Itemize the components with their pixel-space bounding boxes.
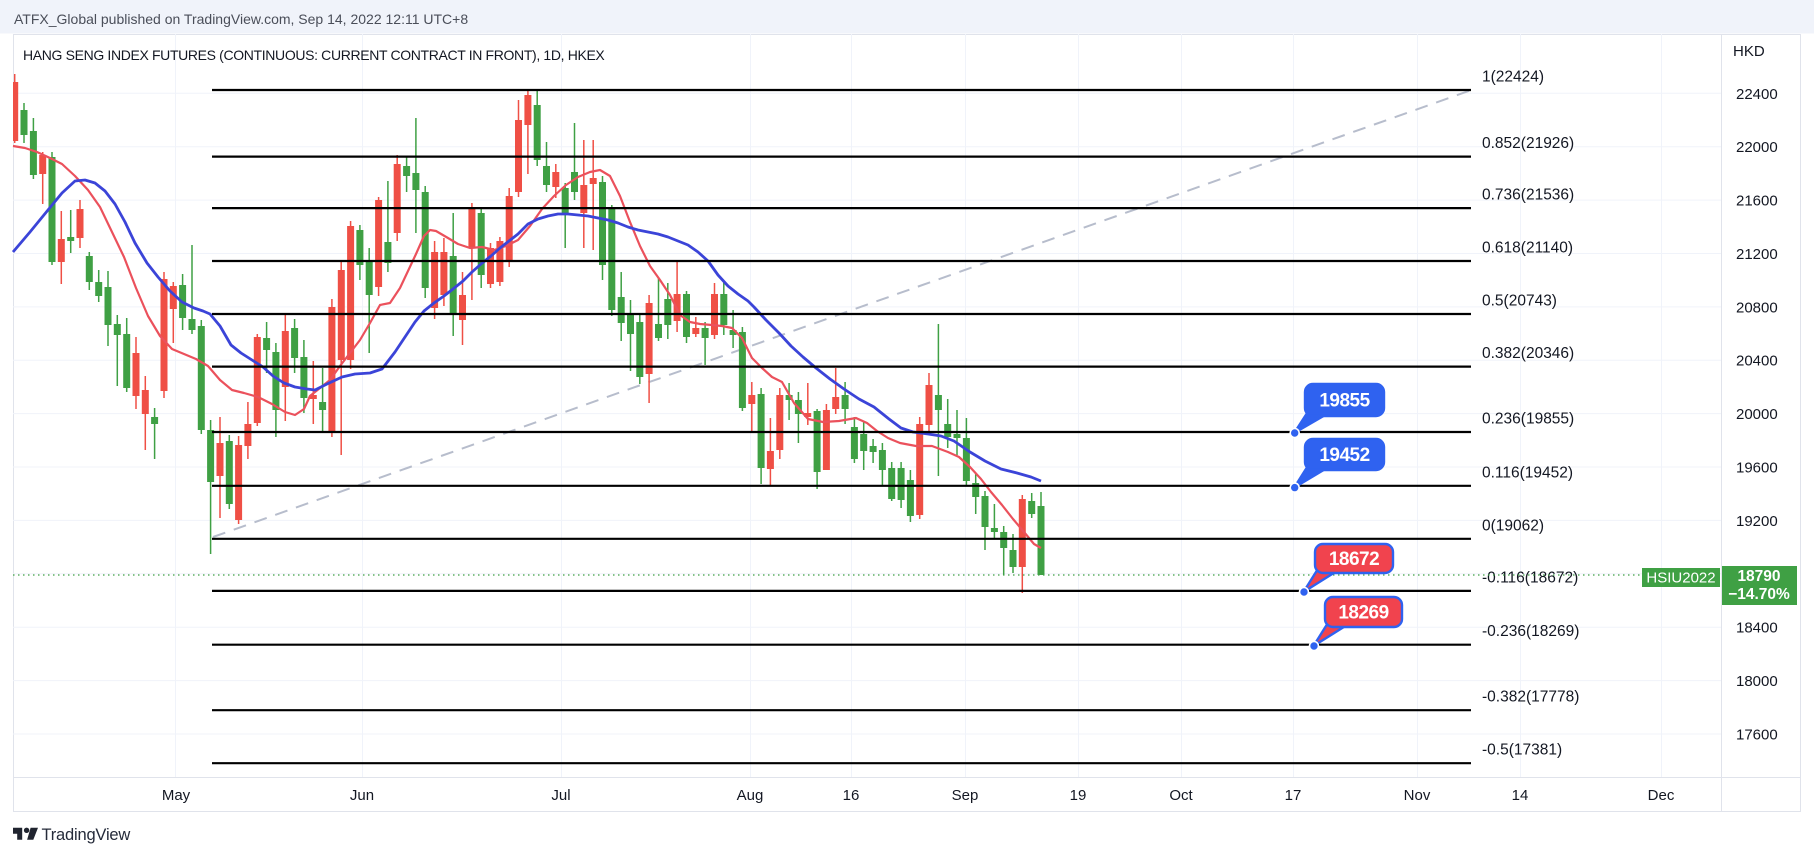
svg-text:18672: 18672	[1329, 549, 1379, 570]
svg-text:0.116(19452): 0.116(19452)	[1482, 464, 1573, 481]
svg-text:20800: 20800	[1736, 299, 1778, 316]
svg-text:20000: 20000	[1736, 406, 1778, 423]
svg-text:0.852(21926): 0.852(21926)	[1482, 135, 1574, 152]
svg-text:18400: 18400	[1736, 620, 1778, 637]
svg-text:HSIU2022: HSIU2022	[1646, 570, 1715, 587]
svg-text:18790: 18790	[1737, 568, 1780, 585]
svg-text:21200: 21200	[1736, 246, 1778, 263]
svg-text:0.236(19855): 0.236(19855)	[1482, 411, 1574, 428]
svg-text:17: 17	[1285, 787, 1302, 804]
svg-text:-0.382(17778): -0.382(17778)	[1482, 689, 1579, 706]
svg-text:ATFX_Global published on Tradi: ATFX_Global published on TradingView.com…	[14, 11, 468, 27]
svg-text:Jun: Jun	[350, 787, 374, 804]
svg-text:Oct: Oct	[1169, 787, 1193, 804]
svg-text:0.736(21536): 0.736(21536)	[1482, 187, 1574, 204]
svg-text:19200: 19200	[1736, 513, 1778, 530]
svg-text:14: 14	[1512, 787, 1529, 804]
svg-text:19452: 19452	[1319, 445, 1369, 466]
svg-text:18269: 18269	[1338, 603, 1388, 624]
svg-text:0.5(20743): 0.5(20743)	[1482, 293, 1557, 310]
svg-text:HANG SENG INDEX FUTURES (CONTI: HANG SENG INDEX FUTURES (CONTINUOUS: CUR…	[23, 47, 605, 63]
svg-text:22400: 22400	[1736, 86, 1778, 103]
svg-text:Aug: Aug	[737, 787, 764, 804]
svg-text:0.618(21140): 0.618(21140)	[1482, 240, 1573, 257]
svg-text:18000: 18000	[1736, 673, 1778, 690]
svg-text:0(19062): 0(19062)	[1482, 517, 1544, 534]
svg-text:19855: 19855	[1319, 391, 1370, 412]
svg-text:TradingView: TradingView	[42, 826, 131, 844]
svg-text:1(22424): 1(22424)	[1482, 69, 1544, 86]
svg-text:-0.236(18269): -0.236(18269)	[1482, 623, 1579, 640]
svg-text:-0.116(18672): -0.116(18672)	[1482, 569, 1578, 586]
svg-text:19: 19	[1070, 787, 1087, 804]
svg-text:Sep: Sep	[952, 787, 979, 804]
svg-text:−14.70%: −14.70%	[1728, 586, 1790, 603]
svg-text:19600: 19600	[1736, 460, 1778, 477]
svg-text:20400: 20400	[1736, 353, 1778, 370]
svg-text:0.382(20346): 0.382(20346)	[1482, 345, 1574, 362]
svg-text:22000: 22000	[1736, 139, 1778, 156]
svg-text:HKD: HKD	[1733, 43, 1765, 60]
svg-text:17600: 17600	[1736, 727, 1778, 744]
svg-text:May: May	[162, 787, 191, 804]
svg-text:-0.5(17381): -0.5(17381)	[1482, 742, 1562, 759]
svg-text:21600: 21600	[1736, 193, 1778, 210]
svg-text:Dec: Dec	[1648, 787, 1675, 804]
svg-text:Nov: Nov	[1404, 787, 1431, 804]
svg-text:Jul: Jul	[551, 787, 570, 804]
svg-text:16: 16	[843, 787, 860, 804]
